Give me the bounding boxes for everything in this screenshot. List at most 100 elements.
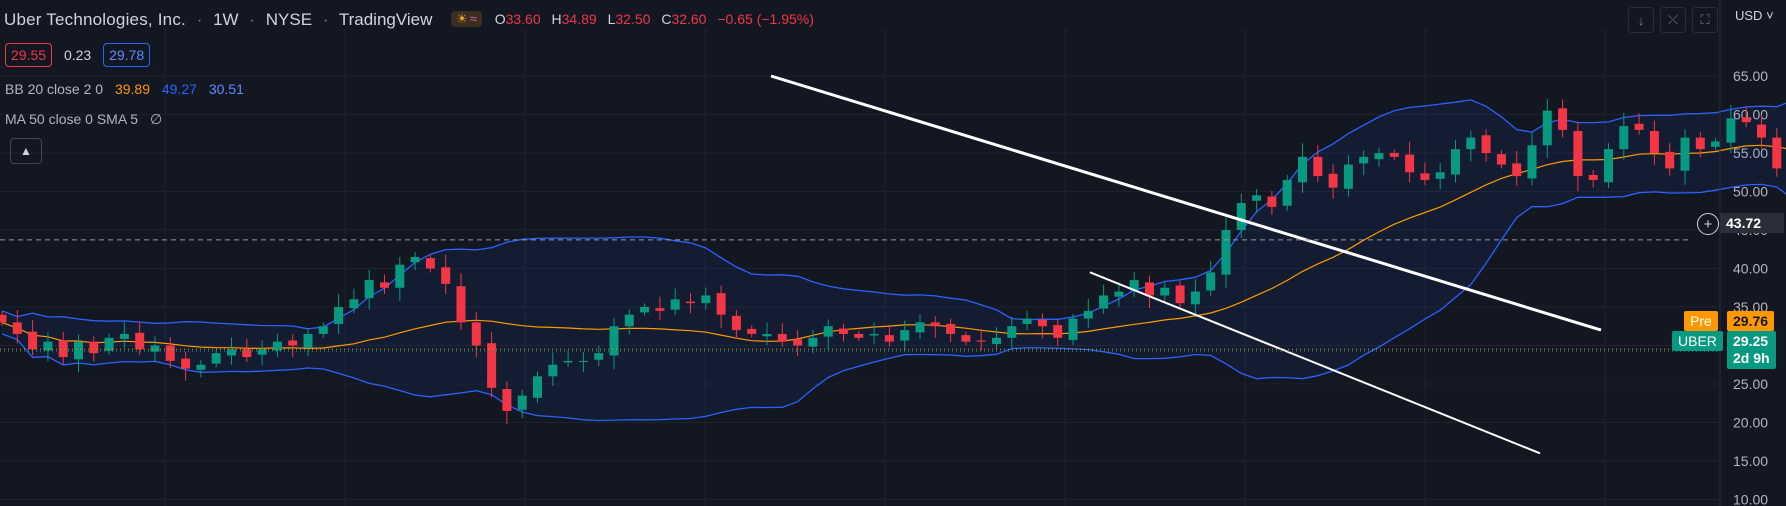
candle-body — [992, 337, 1001, 344]
candle-body — [1649, 131, 1659, 153]
premarket-label: Pre — [1684, 311, 1718, 331]
candle-body — [1558, 108, 1568, 130]
y-tick-label: 65.00 — [1733, 68, 1768, 84]
candle-body — [624, 314, 634, 327]
bb-legend[interactable]: BB 20 close 2 0 39.89 49.27 30.51 — [5, 81, 244, 97]
candle-body — [762, 333, 772, 337]
arrow-down-icon: ↓ — [1637, 12, 1645, 28]
candle-body — [548, 364, 558, 377]
candle-body — [135, 332, 145, 350]
premarket-price-tag: 29.76 — [1727, 311, 1775, 331]
candle-body — [1252, 195, 1262, 201]
candle-body — [1389, 153, 1399, 157]
candle-body — [1496, 154, 1506, 165]
candle-body — [578, 360, 588, 363]
high-value: 34.89 — [561, 11, 597, 27]
candle-body — [1221, 230, 1231, 275]
candle-body — [150, 345, 160, 352]
candle-body — [364, 280, 374, 299]
ma-value: ∅ — [149, 111, 163, 127]
candle-body — [1114, 291, 1124, 297]
candle-body — [1190, 291, 1200, 305]
candle-body — [12, 322, 22, 334]
candle-body — [747, 328, 757, 334]
candle-body — [1680, 137, 1690, 171]
market-status-badge[interactable]: ☀ ≈ — [451, 11, 482, 27]
chart-legend: Uber Technologies, Inc. · 1W · NYSE · Tr… — [0, 0, 1480, 170]
candle-body — [1282, 179, 1292, 206]
ma-legend[interactable]: MA 50 close 0 SMA 5 ∅ — [5, 111, 162, 128]
candle-body — [318, 326, 328, 334]
fullscreen-button[interactable]: ⛶ — [1692, 7, 1718, 33]
candle-body — [1604, 149, 1613, 183]
bb-fill — [2, 99, 1786, 421]
buy-button[interactable]: 29.78 — [103, 43, 151, 67]
y-tick-label: 55.00 — [1733, 145, 1768, 161]
candle-body — [1741, 117, 1751, 123]
y-tick-label: 25.00 — [1733, 376, 1768, 392]
candle-body — [930, 322, 940, 327]
candle-body — [58, 340, 68, 358]
candle-body — [165, 345, 175, 361]
candle-body — [915, 322, 925, 333]
candle-body — [119, 333, 129, 339]
candle-body — [1267, 196, 1277, 207]
bb-basis-line — [1, 144, 1786, 350]
candle-body — [854, 333, 864, 338]
candle-body — [640, 307, 650, 313]
candle-body — [1481, 135, 1491, 153]
candle-body — [655, 308, 665, 311]
candle-body — [533, 376, 542, 398]
candle-body — [0, 314, 7, 323]
currency-select[interactable]: USD ˅ — [1735, 8, 1774, 23]
collapse-button[interactable]: ⤫ — [1660, 7, 1686, 33]
candle-body — [1068, 318, 1078, 341]
candle-body — [961, 335, 971, 342]
fullscreen-icon: ⛶ — [1700, 12, 1710, 27]
chart-toolbar: ↓ ⤫ ⛶ — [1628, 7, 1718, 33]
wave-icon: ≈ — [469, 11, 477, 26]
candle-body — [1343, 164, 1353, 189]
candle-body — [1298, 156, 1307, 183]
last-price: 29.25 — [1733, 333, 1769, 349]
interval-label[interactable]: 1W — [213, 10, 239, 29]
candle-body — [1374, 153, 1384, 160]
candle-body — [1007, 326, 1017, 338]
candle-body — [823, 326, 833, 337]
candle-body — [104, 337, 114, 351]
candle-body — [349, 299, 359, 309]
candle-body — [334, 307, 344, 324]
arrow-down-button[interactable]: ↓ — [1628, 7, 1654, 33]
bb-upper-line — [1, 99, 1786, 330]
symbol-name[interactable]: Uber Technologies, Inc. — [4, 10, 186, 29]
candle-body — [1588, 174, 1598, 180]
candle-body — [28, 331, 38, 350]
candle-body — [1634, 123, 1644, 130]
candle-body — [1405, 154, 1415, 173]
candle-body — [793, 339, 803, 346]
sell-button[interactable]: 29.55 — [5, 43, 53, 67]
candle-body — [563, 360, 573, 363]
candle-body — [395, 264, 405, 288]
source-label: TradingView — [338, 10, 433, 29]
add-alert-button[interactable]: + — [1697, 213, 1719, 235]
candle-body — [410, 256, 420, 263]
sun-icon: ☀ — [456, 11, 468, 26]
candle-body — [1037, 319, 1047, 327]
chevron-down-icon: ˅ — [1762, 8, 1774, 23]
bb-middle-value: 39.89 — [114, 81, 150, 97]
candle-body — [1619, 126, 1629, 150]
candle-body — [594, 353, 604, 360]
candle-body — [1726, 118, 1736, 143]
candle-body — [380, 282, 389, 288]
candle-body — [196, 364, 206, 370]
candle-body — [701, 295, 711, 304]
candle-body — [181, 358, 191, 369]
exchange-label: NYSE — [265, 10, 313, 29]
collapse-legend-button[interactable]: ▲ — [10, 138, 42, 164]
candle-body — [1527, 145, 1537, 179]
y-tick-label: 50.00 — [1733, 184, 1768, 200]
candle-body — [43, 341, 53, 351]
